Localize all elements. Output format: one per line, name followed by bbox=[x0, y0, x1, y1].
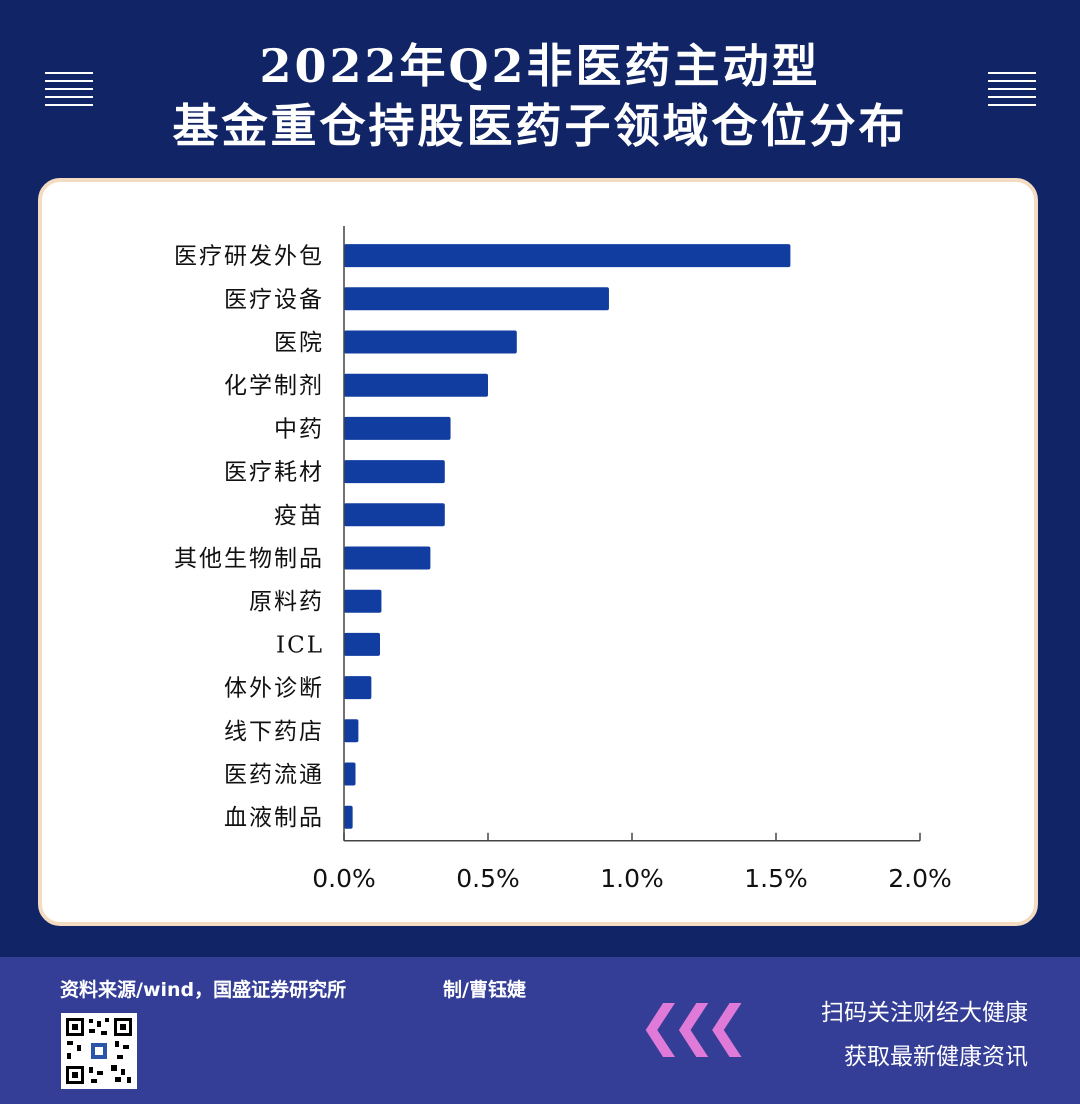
category-label: 中药 bbox=[274, 416, 324, 442]
chevron-left-icon: ❮❮❮ bbox=[638, 994, 750, 1057]
x-tick-label: 0.0% bbox=[312, 864, 376, 893]
footer: 资料来源/wind，国盛证券研究所 制/曹钰婕 ❮❮❮ 扫码关注财经大健康 获取… bbox=[0, 957, 1080, 1104]
bar bbox=[344, 676, 372, 700]
category-label: 血液制品 bbox=[224, 805, 324, 831]
bar bbox=[344, 546, 431, 570]
category-label: 其他生物制品 bbox=[174, 546, 324, 572]
bar bbox=[344, 244, 791, 268]
bar bbox=[344, 330, 517, 354]
menu-lines-icon-right bbox=[988, 72, 1036, 108]
category-label: 疫苗 bbox=[274, 503, 324, 529]
bar bbox=[344, 762, 356, 786]
chart-card: 医疗研发外包医疗设备医院化学制剂中药医疗耗材疫苗其他生物制品原料药 ICL 体外诊断… bbox=[38, 178, 1038, 926]
credit-text: 制/曹钰婕 bbox=[443, 979, 526, 1001]
qr-code-icon[interactable] bbox=[61, 1013, 137, 1089]
bar bbox=[344, 632, 380, 656]
bar bbox=[344, 416, 451, 440]
cta-line-2: 获取最新健康资讯 bbox=[844, 1044, 1028, 1070]
menu-lines-icon-left bbox=[45, 72, 93, 108]
page-title-line-2: 基金重仓持股医药子领域仓位分布 bbox=[172, 99, 908, 153]
bar bbox=[344, 719, 359, 743]
cta-line-1: 扫码关注财经大健康 bbox=[821, 1000, 1028, 1026]
x-tick-label: 0.5% bbox=[456, 864, 520, 893]
bar bbox=[344, 589, 382, 613]
category-label: 医疗研发外包 bbox=[174, 244, 324, 270]
bar bbox=[344, 373, 488, 397]
page-title-line-1: 2022年Q2非医药主动型 bbox=[259, 39, 821, 93]
category-label: 线下药店 bbox=[224, 719, 324, 745]
category-label: 原料药 bbox=[249, 589, 324, 615]
category-label: 医疗耗材 bbox=[224, 460, 324, 486]
category-label: 医疗设备 bbox=[224, 287, 324, 313]
x-tick-label: 1.5% bbox=[744, 864, 808, 893]
category-label: 医院 bbox=[274, 330, 324, 356]
category-label: 体外诊断 bbox=[224, 676, 324, 702]
x-tick-label: 1.0% bbox=[600, 864, 664, 893]
category-label: 化学制剂 bbox=[224, 373, 324, 399]
bar bbox=[344, 805, 353, 829]
bar bbox=[344, 287, 609, 311]
bar bbox=[344, 460, 445, 484]
bar bbox=[344, 503, 445, 527]
x-tick-label: 2.0% bbox=[888, 864, 952, 893]
category-label: 医药流通 bbox=[224, 762, 324, 788]
category-label: ICL bbox=[276, 632, 324, 658]
source-text: 资料来源/wind，国盛证券研究所 bbox=[60, 979, 347, 1001]
